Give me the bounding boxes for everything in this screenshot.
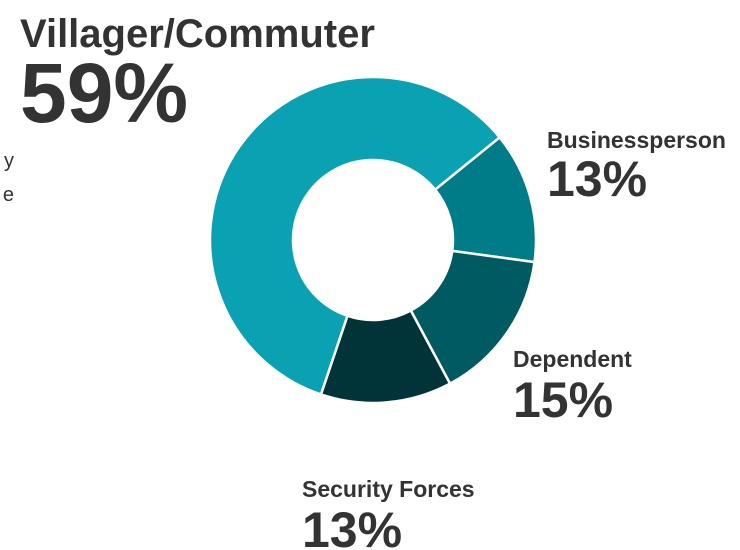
slice-value-label: 59% xyxy=(20,46,188,140)
slice-name: Villager/Commuter xyxy=(20,12,375,56)
slice-value-label: 13% xyxy=(302,502,402,550)
slice-value-label: 15% xyxy=(513,372,613,428)
donut-slice xyxy=(208,75,502,397)
annotation: y xyxy=(4,150,14,172)
donut-slice xyxy=(319,308,452,405)
slice-name: Dependent xyxy=(513,346,632,372)
slice-name: Security Forces xyxy=(302,476,475,502)
slice-value-label: 13% xyxy=(547,151,647,207)
slice-name: Businessperson xyxy=(547,127,726,153)
annotation: e xyxy=(3,184,14,206)
